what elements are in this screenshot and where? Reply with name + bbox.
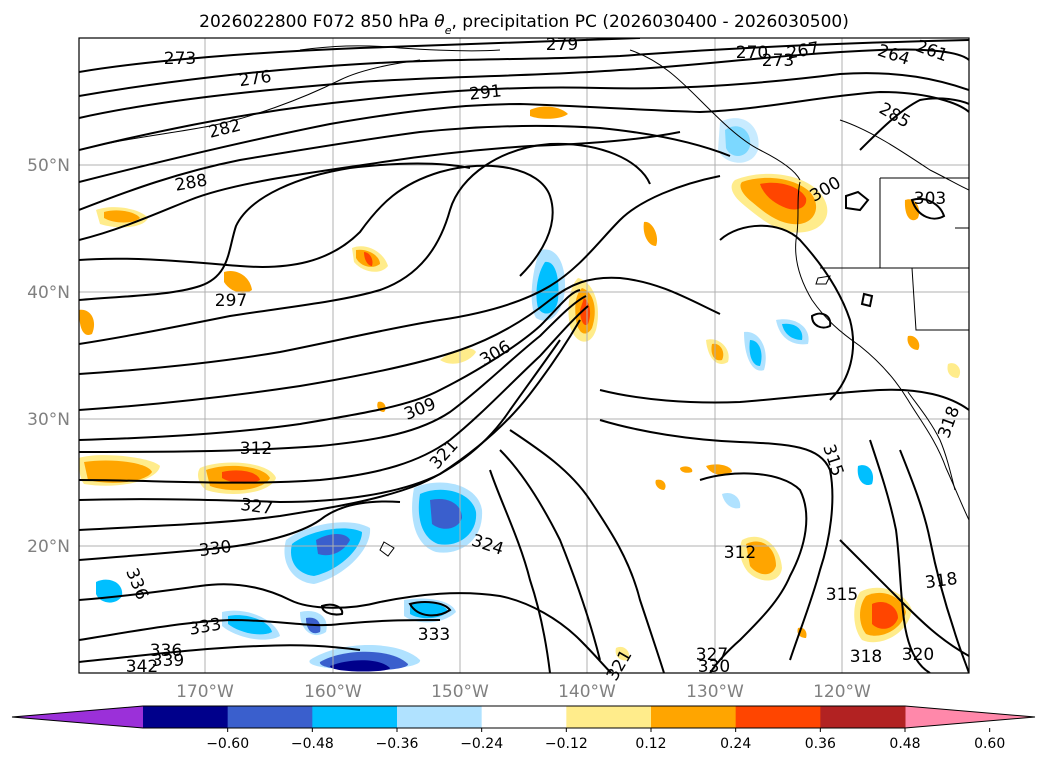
contour-label: 273: [164, 49, 196, 69]
colorbar-tick-label: 0.60: [974, 736, 1005, 752]
colorbar-segment: [566, 706, 652, 728]
contour-label: 318: [850, 647, 882, 667]
colorbar-tick-label: −0.24: [460, 736, 503, 752]
contour-label: 339: [152, 651, 184, 671]
contour-label: 318: [924, 569, 959, 593]
colorbar-outline: [11, 705, 1036, 729]
contour-label: 330: [698, 657, 730, 677]
map-title: 2026022800 F072 850 hPa θe, precipitatio…: [199, 12, 849, 37]
colorbar-tick-label: 0.48: [889, 736, 920, 752]
colorbar-segment: [397, 706, 483, 728]
colorbar-tick-label: 0.24: [720, 736, 751, 752]
contour-label: 312: [724, 543, 756, 563]
contour-label: 303: [914, 189, 946, 209]
contour-label: 312: [240, 439, 272, 459]
lon-label: 120°W: [813, 682, 871, 702]
colorbar: −0.60 −0.48 −0.36 −0.24 −0.12 0.12 0.24 0.36 0.4…: [11, 705, 1036, 752]
contour-label: 270: [736, 43, 768, 63]
colorbar-segment: [651, 706, 737, 728]
lon-label: 150°W: [431, 682, 489, 702]
lon-label: 130°W: [686, 682, 744, 702]
contour-label: 330: [198, 537, 233, 561]
contour-label: 333: [418, 625, 450, 645]
latitude-labels: 50°N 40°N 30°N 20°N: [27, 156, 70, 557]
colorbar-segment: [820, 706, 906, 728]
theta-e-contours: [79, 38, 969, 673]
colorbar-tick-label: −0.60: [206, 736, 249, 752]
coastlines: [99, 45, 969, 557]
contour-label: 320: [902, 645, 934, 665]
colorbar-segment: [312, 706, 398, 728]
colorbar-tick-label: 0.12: [635, 736, 666, 752]
contour-label: 297: [215, 291, 247, 311]
colorbar-tick-label: −0.36: [376, 736, 419, 752]
longitude-labels: 170°W 160°W 150°W 140°W 130°W 120°W: [176, 682, 871, 702]
contour-label: 342: [126, 657, 158, 677]
lat-label: 20°N: [27, 537, 70, 557]
colorbar-tick-label: 0.36: [805, 736, 836, 752]
colorbar-segment: [227, 706, 313, 728]
gridlines: [79, 38, 969, 673]
lat-label: 50°N: [27, 156, 70, 176]
contour-label: 291: [468, 81, 502, 104]
contour-label: 336: [150, 641, 182, 661]
lon-label: 140°W: [558, 682, 616, 702]
colorbar-segment: [481, 706, 567, 728]
contour-label: 327: [239, 495, 274, 519]
lon-label: 160°W: [304, 682, 362, 702]
map-area: [79, 38, 969, 673]
colorbar-tick-label: −0.48: [291, 736, 334, 752]
contour-label: 276: [238, 67, 273, 91]
colorbar-extend-low: [12, 706, 143, 728]
map-frame: [78, 37, 970, 674]
colorbar-segment: [735, 706, 821, 728]
precip-shading: [79, 106, 961, 672]
lat-label: 40°N: [27, 283, 70, 303]
contour-label: 273: [762, 51, 794, 71]
lat-label: 30°N: [27, 410, 70, 430]
contour-label: 279: [546, 35, 578, 55]
lon-label: 170°W: [176, 682, 234, 702]
colorbar-segment: [143, 706, 229, 728]
colorbar-extend-high: [905, 706, 1035, 728]
colorbar-tick-label: −0.12: [545, 736, 588, 752]
contour-label: 327: [696, 645, 728, 665]
contour-label: 315: [826, 585, 858, 605]
